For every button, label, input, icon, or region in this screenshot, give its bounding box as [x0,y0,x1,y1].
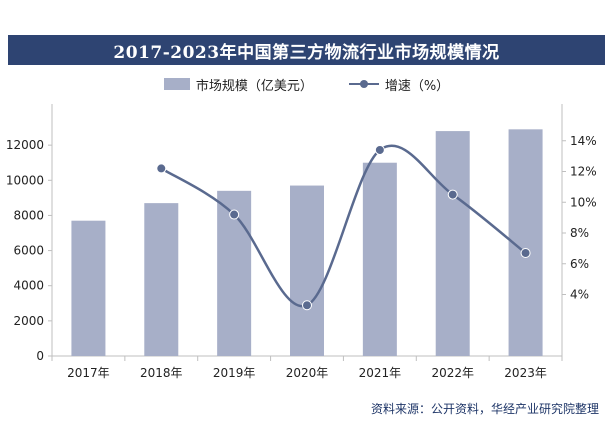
left-axis-tick-label: 8000 [13,208,44,222]
growth-rate-point [374,144,385,155]
growth-rate-point [520,247,531,258]
growth-rate-point [229,209,240,220]
x-axis-tick-label: 2021年 [359,366,402,380]
x-axis-tick-label: 2018年 [140,366,183,380]
left-axis-tick-label: 6000 [13,244,44,258]
data-source-note: 资料来源：公开资料，华经产业研究院整理 [370,402,599,416]
bar-market-size [435,131,470,356]
growth-rate-point [302,300,312,311]
legend-item-growth: 增速（%） [348,75,450,94]
bar-market-size [144,203,179,356]
growth-rate-point [156,163,167,174]
x-axis-tick-label: 2019年 [213,366,256,380]
right-axis-tick-label: 14% [570,134,597,148]
legend-line-swatch [348,78,379,90]
bar-market-size [71,220,106,356]
legend-label-market-size: 市场规模（亿美元） [195,78,313,94]
chart-legend: 市场规模（亿美元） 增速（%） [0,74,613,94]
left-axis-tick-label: 4000 [13,279,44,293]
legend-bar-swatch [163,78,190,90]
x-axis-tick-label: 2020年 [286,366,329,380]
x-axis-tick-label: 2023年 [504,366,547,380]
growth-rate-line [160,144,527,308]
left-axis-tick-label: 2000 [13,314,44,328]
right-axis-tick-label: 12% [570,165,597,179]
legend-label-growth: 增速（%） [384,78,450,94]
bar-market-size [290,185,324,356]
left-axis-tick-label: 10000 [6,173,44,187]
x-axis-tick-label: 2022年 [431,366,474,380]
right-axis-tick-label: 6% [570,257,589,271]
bar-market-size [362,162,397,356]
x-axis-tick-label: 2017年 [67,366,110,380]
right-axis-tick-label: 8% [570,226,589,240]
left-axis-tick-label: 0 [36,349,44,363]
left-axis-tick-label: 12000 [6,138,44,152]
right-axis-tick-label: 4% [570,288,589,302]
right-axis-tick-label: 10% [570,195,597,209]
legend-item-market-size: 市场规模（亿美元） [163,75,313,94]
growth-rate-point [447,189,458,200]
chart-title: 2017-2023年中国第三方物流行业市场规模情况 [8,35,605,65]
